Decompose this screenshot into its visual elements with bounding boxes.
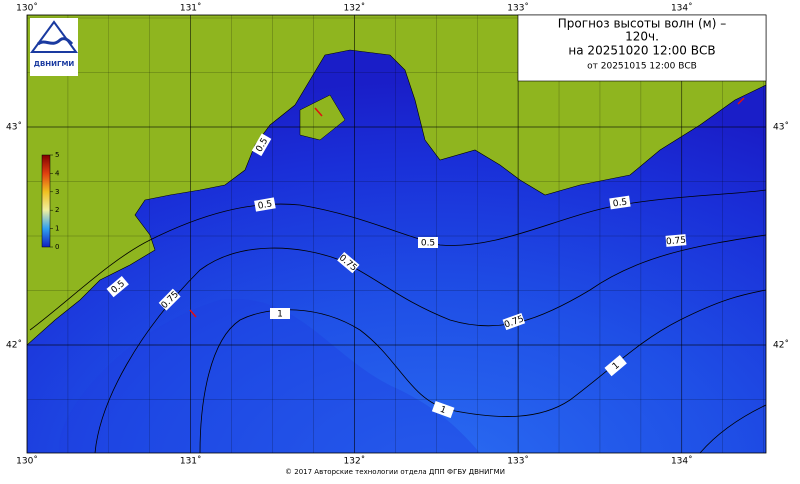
land — [27, 15, 766, 346]
contour-label-bg — [106, 275, 129, 298]
lon-tick-label: 132˚ — [344, 456, 366, 467]
contour-label: 1 — [431, 400, 455, 419]
footer: © 2017 Авторские технологии отдела ДПП Ф… — [285, 468, 505, 476]
title: 120ч. — [625, 30, 659, 44]
contour-label-bg — [270, 308, 290, 319]
logo-wave — [37, 37, 74, 46]
wave-arrow — [737, 97, 745, 105]
lat-tick-label: 42˚ — [6, 340, 22, 351]
contour-label-bg — [251, 133, 272, 157]
lat-tick-label: 42˚ — [773, 340, 789, 351]
lat-tick-label: 43˚ — [6, 122, 22, 133]
map-area — [27, 15, 766, 453]
lon-tick-label: 130˚ — [16, 456, 38, 467]
contour-label-bg — [158, 288, 181, 311]
contour-label: 0.5 — [254, 197, 276, 212]
contour-label: 1 — [604, 354, 627, 377]
contour-label-text: 1 — [277, 310, 283, 320]
contour — [29, 189, 766, 331]
title: на 20251020 12:00 ВСВ — [568, 44, 715, 58]
contour-label-bg — [502, 312, 526, 331]
logo-box — [30, 18, 78, 76]
contour-label-text: 1 — [611, 361, 622, 372]
contour-label-bg — [665, 234, 687, 247]
colorbar-label: 2 — [55, 206, 59, 214]
lon-tick-label: 133˚ — [507, 456, 529, 467]
colorbar-label: 4 — [55, 169, 60, 177]
subtitle: от 20251015 12:00 ВСВ — [587, 62, 697, 72]
contour-label-bg — [609, 195, 631, 210]
title-box — [517, 14, 767, 82]
contour-label-bg — [254, 197, 276, 212]
colorbar-label: 5 — [55, 151, 59, 159]
contour — [94, 234, 766, 453]
title: Прогноз высоты волн (м) – — [558, 17, 726, 31]
contour-label: 0.5 — [418, 237, 438, 249]
lat-tick-label: 43˚ — [773, 122, 789, 133]
contour — [699, 404, 766, 453]
colorbar-label: 0 — [55, 243, 59, 251]
lon-tick-label: 130˚ — [16, 3, 38, 14]
contour-label-bg — [604, 354, 627, 377]
contour-label: 1 — [270, 308, 290, 320]
contour-label-text: 0.5 — [612, 198, 628, 210]
colorbar — [41, 154, 51, 248]
contour-label: 0.5 — [609, 195, 631, 210]
sea-shade — [59, 299, 480, 453]
contour-label-text: 0.75 — [666, 236, 687, 248]
wave-arrow — [189, 309, 197, 318]
lon-tick-label: 134˚ — [671, 456, 693, 467]
peninsula — [299, 94, 346, 141]
lon-tick-label: 134˚ — [671, 3, 693, 14]
lon-tick-label: 131˚ — [180, 3, 202, 14]
map-frame — [26, 14, 767, 454]
logo-text: ДВНИГМИ — [34, 60, 75, 68]
colorbar-ticks: 0 1 2 3 4 5 — [50, 151, 60, 251]
contour-label-text: 0.5 — [421, 239, 435, 249]
grid — [27, 15, 766, 453]
contour-label-text: 1 — [438, 405, 447, 416]
contour-label-bg — [337, 251, 360, 274]
lon-tick-label: 131˚ — [180, 456, 202, 467]
lon-tick-label: 132˚ — [344, 3, 366, 14]
contour-label-bg — [418, 237, 438, 248]
colorbar-label: 3 — [55, 188, 59, 196]
colorbar-label: 1 — [55, 225, 59, 233]
contour-label: 0.75 — [665, 234, 686, 247]
wave-arrow — [314, 107, 323, 117]
lon-tick-label: 133˚ — [507, 3, 529, 14]
contour-label-bg — [431, 400, 455, 419]
logo-mark — [30, 20, 78, 53]
contour-label-text: 0.5 — [257, 199, 273, 211]
